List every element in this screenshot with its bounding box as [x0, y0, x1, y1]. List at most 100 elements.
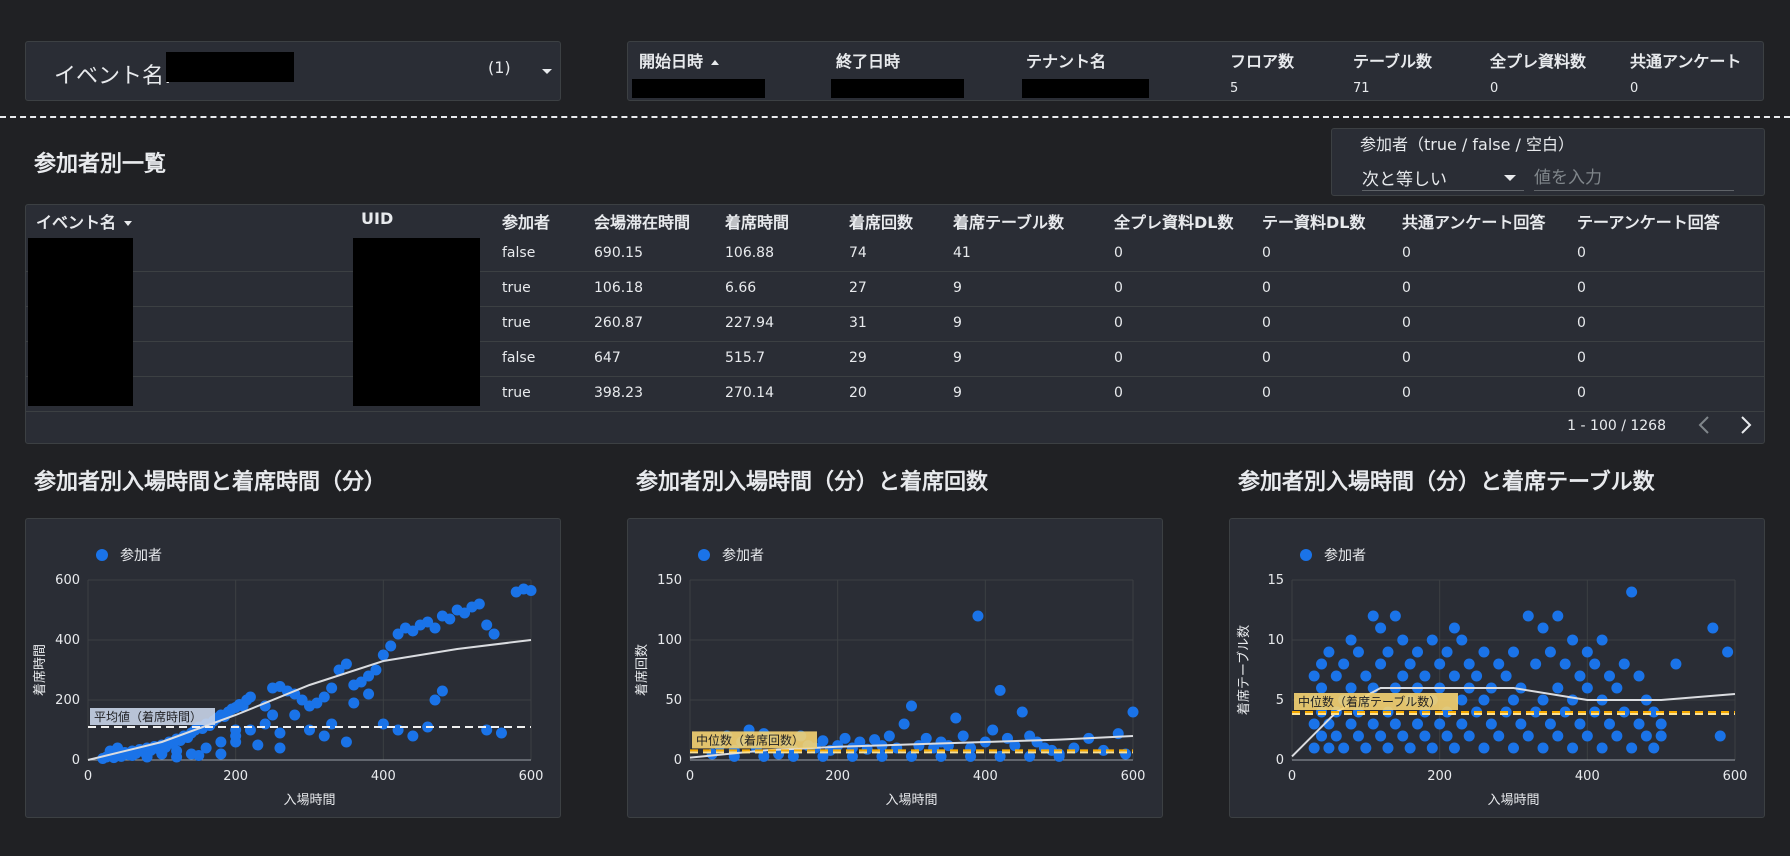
- data-point[interactable]: [363, 670, 375, 682]
- data-point[interactable]: [1581, 646, 1593, 658]
- data-point[interactable]: [913, 740, 925, 752]
- data-point[interactable]: [422, 616, 434, 628]
- header-end-datetime[interactable]: 終了日時: [836, 52, 901, 71]
- data-point[interactable]: [252, 739, 264, 751]
- data-point[interactable]: [1471, 670, 1483, 682]
- col-header-common-survey-answer[interactable]: 共通アンケート回答: [1402, 213, 1546, 232]
- data-point[interactable]: [994, 684, 1006, 696]
- data-point[interactable]: [429, 622, 441, 634]
- data-point[interactable]: [1389, 718, 1401, 730]
- data-point[interactable]: [1345, 634, 1357, 646]
- header-tenant-name[interactable]: テナント名: [1026, 52, 1107, 71]
- data-point[interactable]: [1463, 658, 1475, 670]
- data-point[interactable]: [1655, 730, 1667, 742]
- data-point[interactable]: [1552, 682, 1564, 694]
- data-point[interactable]: [289, 709, 301, 721]
- data-point[interactable]: [1382, 646, 1394, 658]
- data-point[interactable]: [1544, 646, 1556, 658]
- data-point[interactable]: [1707, 622, 1719, 634]
- data-point[interactable]: [883, 730, 895, 742]
- table-row[interactable]: true 398.23 270.14 20 9 0 0 0 0: [26, 377, 1764, 412]
- data-point[interactable]: [839, 732, 851, 744]
- header-common-survey[interactable]: 共通アンケート: [1630, 52, 1742, 71]
- data-point[interactable]: [1434, 658, 1446, 670]
- data-point[interactable]: [1478, 742, 1490, 754]
- event-name-selector[interactable]: イベント名: (1): [25, 41, 561, 101]
- data-point[interactable]: [215, 736, 227, 748]
- data-point[interactable]: [1648, 742, 1660, 754]
- data-point[interactable]: [1426, 742, 1438, 754]
- data-point[interactable]: [906, 700, 917, 712]
- data-point[interactable]: [495, 727, 507, 739]
- data-point[interactable]: [1478, 646, 1490, 658]
- data-point[interactable]: [444, 613, 456, 625]
- data-point[interactable]: [1633, 670, 1645, 682]
- data-point[interactable]: [1323, 646, 1335, 658]
- data-point[interactable]: [1352, 730, 1364, 742]
- data-point[interactable]: [1009, 740, 1021, 752]
- data-point[interactable]: [1426, 634, 1438, 646]
- data-point[interactable]: [1053, 750, 1065, 762]
- data-point[interactable]: [141, 751, 153, 763]
- data-point[interactable]: [459, 607, 471, 619]
- data-point[interactable]: [1618, 658, 1630, 670]
- col-header-table-survey-answer[interactable]: テーアンケート回答: [1577, 213, 1720, 232]
- data-point[interactable]: [1345, 718, 1357, 730]
- data-point[interactable]: [1352, 646, 1364, 658]
- data-point[interactable]: [1308, 718, 1320, 730]
- data-point[interactable]: [1574, 670, 1586, 682]
- data-point[interactable]: [200, 742, 212, 754]
- data-point[interactable]: [126, 750, 138, 761]
- data-point[interactable]: [1463, 730, 1475, 742]
- data-point[interactable]: [1434, 718, 1446, 730]
- data-point[interactable]: [436, 685, 448, 697]
- data-point[interactable]: [1552, 610, 1564, 622]
- data-point[interactable]: [481, 619, 493, 631]
- data-point[interactable]: [1633, 718, 1645, 730]
- data-point[interactable]: [525, 585, 537, 596]
- data-point[interactable]: [1640, 730, 1652, 742]
- data-point[interactable]: [1611, 730, 1623, 742]
- data-point[interactable]: [1308, 742, 1320, 754]
- data-point[interactable]: [1448, 622, 1460, 634]
- data-point[interactable]: [488, 628, 500, 640]
- data-point[interactable]: [274, 742, 286, 754]
- filter-operator-select[interactable]: 次と等しい: [1362, 165, 1524, 191]
- data-point[interactable]: [1367, 610, 1379, 622]
- data-point[interactable]: [326, 682, 338, 694]
- data-point[interactable]: [1508, 742, 1519, 754]
- data-point[interactable]: [1500, 670, 1512, 682]
- data-point[interactable]: [846, 750, 858, 762]
- data-point[interactable]: [1382, 742, 1394, 754]
- data-point[interactable]: [898, 718, 910, 730]
- data-point[interactable]: [1559, 658, 1571, 670]
- data-point[interactable]: [267, 709, 279, 721]
- data-point[interactable]: [1441, 646, 1453, 658]
- data-point[interactable]: [1581, 730, 1593, 742]
- data-point[interactable]: [230, 736, 242, 748]
- col-header-event-name[interactable]: イベント名: [36, 209, 133, 233]
- data-point[interactable]: [340, 736, 352, 748]
- col-header-venue-stay[interactable]: 会場滞在時間: [594, 213, 691, 232]
- data-point[interactable]: [1316, 682, 1328, 694]
- data-point[interactable]: [935, 750, 947, 762]
- filter-value-input[interactable]: [1534, 165, 1734, 191]
- data-point[interactable]: [1345, 682, 1357, 694]
- data-point[interactable]: [950, 712, 962, 724]
- data-point[interactable]: [1515, 682, 1527, 694]
- data-point[interactable]: [363, 688, 375, 700]
- data-point[interactable]: [1508, 646, 1519, 658]
- data-point[interactable]: [1360, 670, 1372, 682]
- data-point[interactable]: [1316, 658, 1328, 670]
- data-point[interactable]: [1567, 634, 1579, 646]
- data-point[interactable]: [972, 610, 984, 622]
- data-point[interactable]: [1611, 682, 1623, 694]
- data-point[interactable]: [1485, 718, 1497, 730]
- data-point[interactable]: [1537, 694, 1549, 706]
- data-point[interactable]: [318, 730, 330, 742]
- data-point[interactable]: [1338, 742, 1350, 754]
- data-point[interactable]: [994, 750, 1006, 762]
- data-point[interactable]: [1530, 658, 1542, 670]
- data-point[interactable]: [1419, 670, 1431, 682]
- data-point[interactable]: [1404, 658, 1416, 670]
